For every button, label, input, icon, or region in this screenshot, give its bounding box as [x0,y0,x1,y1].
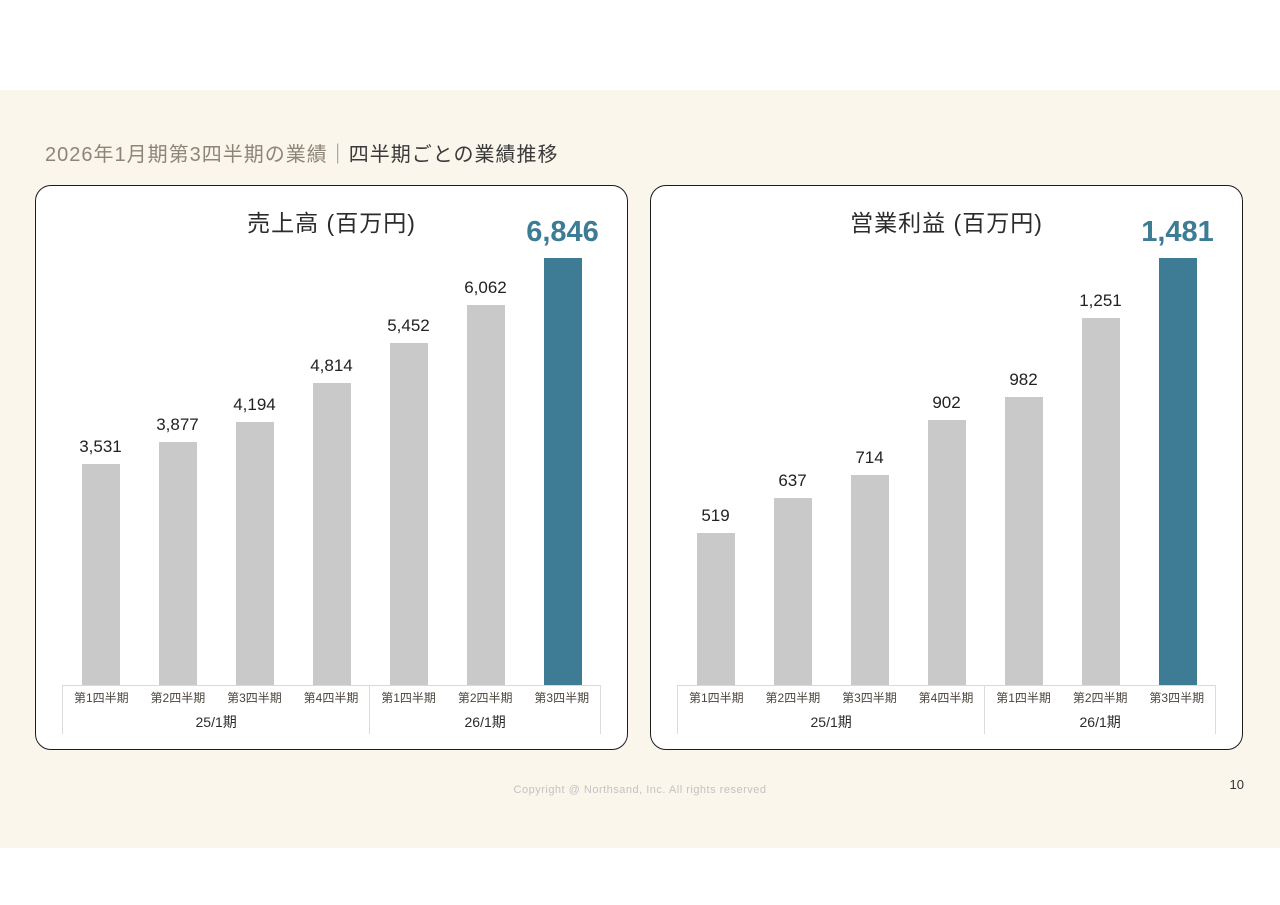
bar [389,343,428,685]
bar [81,464,120,685]
group-label: 25/1期 [810,713,852,730]
bar-value-label: 1,251 [1079,291,1122,310]
bar [927,420,966,685]
bar-column: 902 [908,216,985,685]
bar [158,442,197,685]
bar-column: 4,814 [293,216,370,685]
bar-column: 5,452 [370,216,447,685]
bar-column: 6,062 [447,216,524,685]
operating-profit-category-axis: 第1四半期 第2四半期 第3四半期 第4四半期 第1四半期 第2四半期 第3四半期 [677,686,1216,709]
bar-column: 3,531 [62,216,139,685]
bar-column: 982 [985,216,1062,685]
bar [312,383,351,685]
bar-value-label: 714 [855,448,884,467]
category-label: 第4四半期 [918,691,974,705]
highlight-bar [543,258,582,685]
bar-value-label: 982 [1009,370,1038,389]
highlight-bar [1158,258,1197,685]
page-title: 2026年1月期第3四半期の業績｜四半期ごとの業績推移 [45,138,559,167]
revenue-plot-area: 3,531 3,877 4,194 4,814 5,452 6,062 6,846 [62,216,601,686]
bar-value-label: 637 [778,471,807,490]
bar [1004,397,1043,685]
category-label: 第1四半期 [369,686,447,709]
operating-profit-group-axis: 25/1期 26/1期 [677,709,1216,734]
bar [850,475,889,685]
category-label: 第4四半期 [303,691,359,705]
bar [1081,318,1120,685]
bar-column: 1,251 [1062,216,1139,685]
category-label: 第1四半期 [688,691,744,705]
bar-value-label: 3,877 [156,415,199,434]
bar [696,533,735,685]
category-label: 第2四半期 [150,691,206,705]
category-label: 第2四半期 [1072,691,1128,705]
revenue-group-axis: 25/1期 26/1期 [62,709,601,734]
bar-column: 3,877 [139,216,216,685]
bar-column: 519 [677,216,754,685]
page-title-prefix: 2026年1月期第3四半期の業績 [45,144,328,166]
bar [466,305,505,685]
bar [773,498,812,685]
bar-column: 1,481 [1139,216,1216,685]
bar-value-label: 4,814 [310,356,353,375]
category-label: 第2四半期 [457,691,513,705]
category-label: 第2四半期 [765,691,821,705]
category-label: 第1四半期 [73,691,129,705]
page-number: 10 [1229,777,1244,792]
highlight-value-label: 6,846 [526,216,599,248]
group-label: 25/1期 [195,713,237,730]
group-label: 26/1期 [984,709,1215,734]
chart-panel-revenue: 売上高 (百万円) 3,531 3,877 4,194 4,814 5,452 6,062… [35,185,628,750]
page-title-separator: ｜ [327,144,349,166]
operating-profit-plot-area: 519 637 714 902 982 1,251 1,481 [677,216,1216,686]
bar-value-label: 6,062 [464,278,507,297]
bar-column: 714 [831,216,908,685]
footer-copyright: Copyright @ Northsand, Inc. All rights r… [513,784,767,796]
category-label: 第3四半期 [842,691,897,705]
bar-value-label: 902 [932,393,961,412]
bar-column: 4,194 [216,216,293,685]
bar [235,422,274,685]
category-label: 第3四半期 [227,691,282,705]
chart-title-revenue: 売上高 (百万円) [247,210,416,236]
category-label: 第1四半期 [984,686,1062,709]
category-label: 第3四半期 [1149,691,1205,705]
group-label: 26/1期 [369,709,600,734]
bar-column: 6,846 [524,216,601,685]
revenue-category-axis: 第1四半期 第2四半期 第3四半期 第4四半期 第1四半期 第2四半期 第3四半期 [62,686,601,709]
bar-value-label: 519 [701,506,730,525]
page-title-main: 四半期ごとの業績推移 [348,144,559,166]
bar-column: 637 [754,216,831,685]
bar-value-label: 5,452 [387,316,430,335]
chart-panel-operating-profit: 営業利益 (百万円) 519 637 714 902 982 1,251 1,481 第1四… [650,185,1243,750]
highlight-value-label: 1,481 [1141,216,1214,248]
bar-value-label: 3,531 [79,437,122,456]
bar-value-label: 4,194 [233,395,276,414]
category-label: 第3四半期 [534,691,590,705]
chart-title-operating-profit: 営業利益 (百万円) [850,210,1043,236]
